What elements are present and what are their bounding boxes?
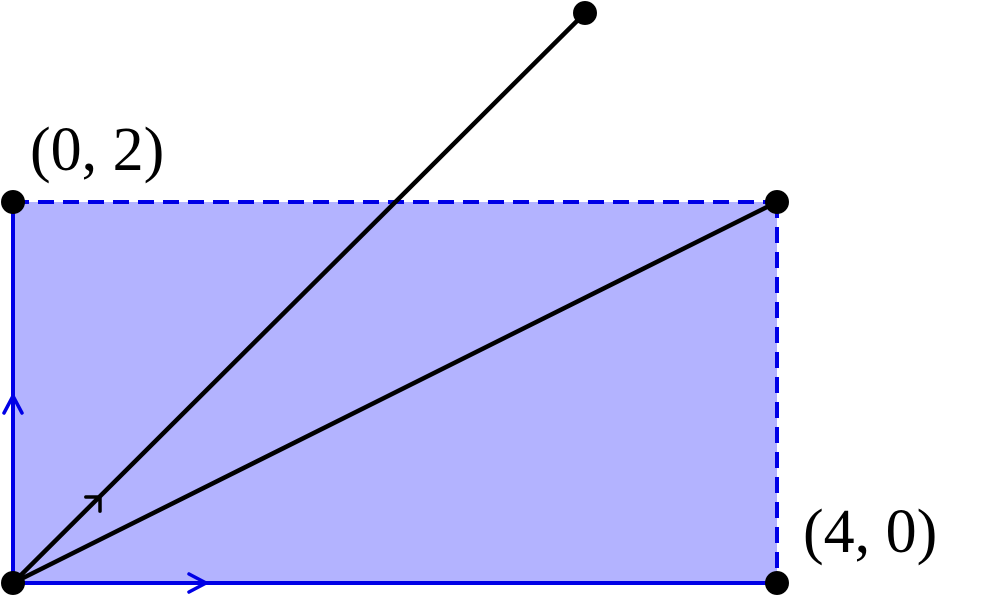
- point: [1, 571, 25, 595]
- point: [765, 571, 789, 595]
- diagonal: [11, 199, 779, 586]
- point: [573, 1, 597, 25]
- point: [765, 190, 789, 214]
- ray: [11, 11, 587, 585]
- arrow-right: [187, 572, 210, 594]
- arrow-up: [2, 392, 24, 415]
- point-label: (4, 0): [803, 498, 937, 566]
- point: [1, 190, 25, 214]
- arrow-ray: [84, 495, 102, 513]
- point-label: (0, 2): [30, 116, 164, 184]
